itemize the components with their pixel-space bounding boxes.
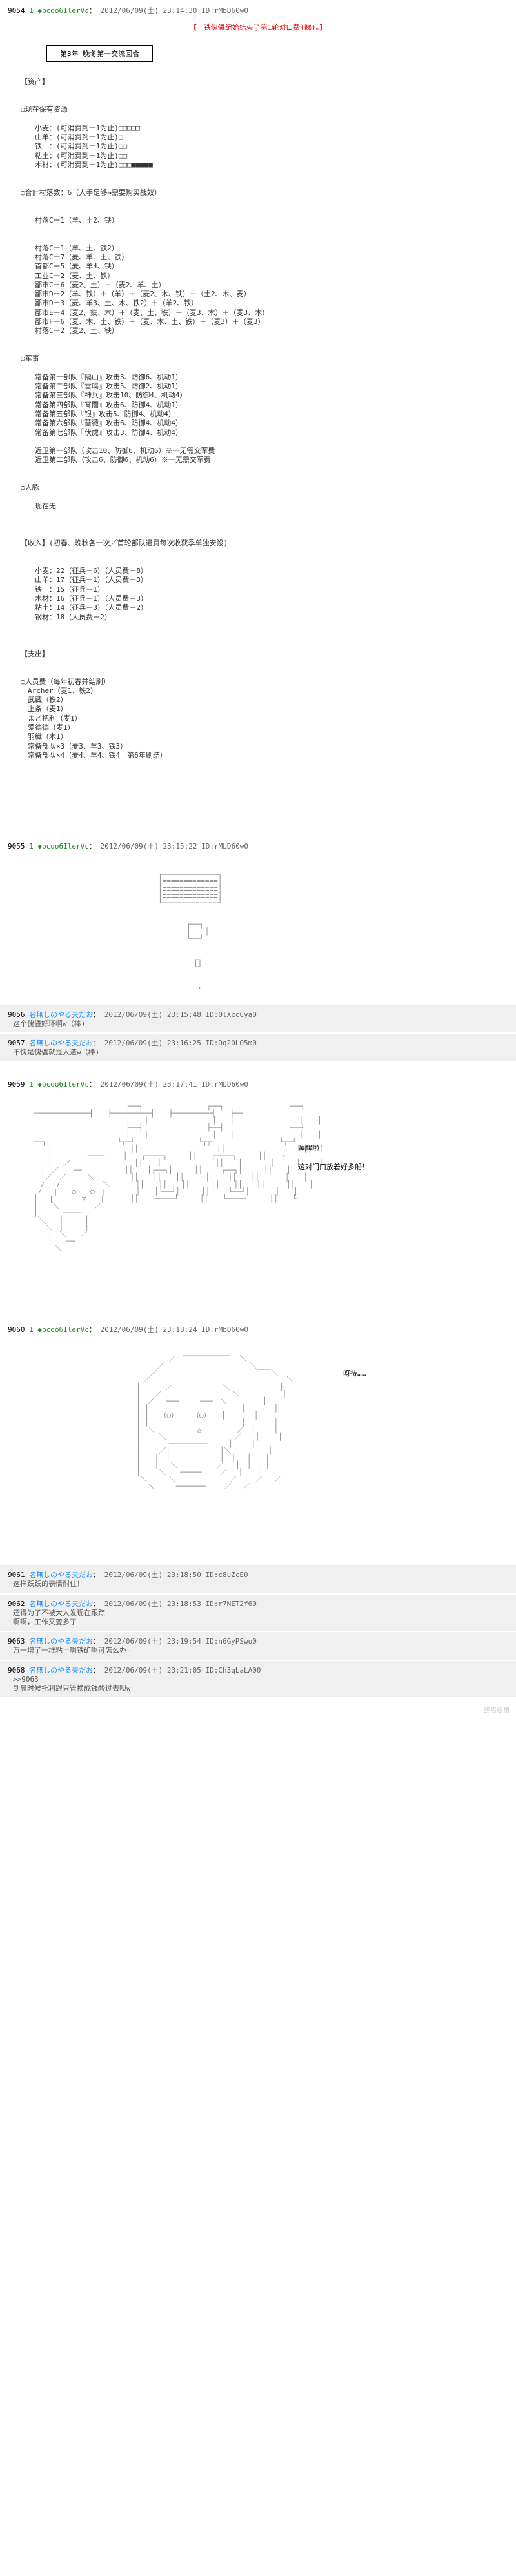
post-id: ID:c8uZcE0 — [205, 1571, 248, 1579]
post-name: 名無しのやる夫だお — [29, 1666, 93, 1675]
expense: ○人员费（每年初春并结刷） Archer（麦1、铁2） 武藏（铁2） 上条（麦1… — [21, 678, 508, 761]
resources-header: ○现在保有资源 — [21, 105, 508, 114]
post-number: 9054 — [8, 6, 25, 15]
reply-9068: 9068 名無しのやる夫だお： 2012/06/09(土) 23:21:05 I… — [0, 1661, 516, 1698]
post-9054: 9054 1 ◆pcqo6IlerVc： 2012/06/09(土) 23:14… — [0, 0, 516, 784]
post-date: 2012/06/09(土) 23:15:48 — [104, 1011, 201, 1019]
reply-text: 这个傀儡好环啊w（棒) — [13, 1020, 508, 1029]
military-header: ○军事 — [21, 354, 508, 363]
post-number: 9063 — [8, 1637, 25, 1645]
post-date: 2012/06/09(土) 23:18:24 — [100, 1325, 197, 1334]
post-date: 2012/06/09(土) 23:18:50 — [104, 1571, 201, 1579]
post-id: ID:0lXccCya0 — [205, 1011, 256, 1019]
post-9055: 9055 1 ◆pcqo6IlerVc： 2012/06/09(土) 23:15… — [0, 836, 516, 1004]
post-header: 9055 1 ◆pcqo6IlerVc： 2012/06/09(土) 23:15… — [8, 841, 508, 851]
post-number: 9068 — [8, 1666, 25, 1675]
post-number: 9061 — [8, 1571, 25, 1579]
post-date: 2012/06/09(土) 23:18:53 — [104, 1600, 201, 1608]
post-date: 2012/06/09(土) 23:21:05 — [104, 1666, 201, 1675]
villages: 村落Cー1（羊、土2、铁） — [21, 216, 508, 225]
post-number: 9055 — [8, 842, 25, 850]
post-header: 9054 1 ◆pcqo6IlerVc： 2012/06/09(土) 23:14… — [8, 5, 508, 15]
post-name: 1 ◆pcqo6IlerVc — [29, 1080, 89, 1089]
village-list: 村落Cー1（羊、土、铁2） 村落Cー7（麦、羊、土、铁） 首都Cー5（麦、羊4、… — [21, 244, 508, 336]
post-content: 【资产】 ○现在保有资源 小麦：(可消费到ー1为止)□□□□□ 山羊：(可消费到… — [21, 68, 508, 779]
post-id: ID:n6GyPSwo0 — [205, 1637, 256, 1645]
post-date: 2012/06/09(土) 23:15:22 — [100, 842, 197, 850]
post-name: 名無しのやる夫だお — [29, 1039, 93, 1047]
post-name: 名無しのやる夫だお — [29, 1600, 93, 1608]
post-name: 1 ◆pcqo6IlerVc — [29, 842, 89, 850]
post-number: 9059 — [8, 1080, 25, 1089]
section-asset: 【资产】 — [21, 77, 508, 86]
post-9060: 9060 1 ◆pcqo6IlerVc： 2012/06/09(土) 23:18… — [0, 1319, 516, 1564]
reply-9056: 9056 名無しのやる夫だお： 2012/06/09(土) 23:15:48 I… — [0, 1005, 516, 1032]
post-number: 9057 — [8, 1039, 25, 1047]
income-header: 【收入】(初春、晚秋各一次／首轮部队遣费每次收获季单独安设) — [21, 539, 508, 548]
post-number: 9060 — [8, 1325, 25, 1334]
post-id: ID:rMbD60w0 — [201, 6, 248, 15]
footer: 终焉曼想 — [0, 1698, 516, 1721]
ascii-art-boxes: ┌─────────────┐ │≡≡≡≡≡≡≡≡≡≡≡≡≡│ │≡≡≡≡≡≡≡… — [137, 864, 508, 999]
reply-text: 这样跃跃的表情耐住！ — [13, 1580, 508, 1589]
red-banner: 【 铁傀儡纪始结束了第1轮对口费(睇)。】 — [8, 22, 508, 32]
post-number: 9056 — [8, 1011, 25, 1019]
post-name: 名無しのやる夫だお — [29, 1637, 93, 1645]
dialogue-wait: 呀待…… — [343, 1368, 508, 1378]
resources: 小麦：(可消费到ー1为止)□□□□□ 山羊：(可消费到ー1为止)□ 铁 ：(可消… — [21, 124, 508, 170]
reply-9061: 9061 名無しのやる夫だお： 2012/06/09(土) 23:18:50 I… — [0, 1565, 516, 1593]
population-header: ○人脉 — [21, 483, 508, 492]
post-name: 名無しのやる夫だお — [29, 1571, 93, 1579]
post-id: ID:Dq20LO5m0 — [205, 1039, 256, 1047]
post-header: 9060 1 ◆pcqo6IlerVc： 2012/06/09(土) 23:18… — [8, 1324, 508, 1334]
post-date: 2012/06/09(土) 23:19:54 — [104, 1637, 201, 1645]
dialogue-1: 睡醒啦！ — [298, 1143, 508, 1153]
post-date: 2012/06/09(土) 23:16:25 — [104, 1039, 201, 1047]
reply-9062: 9062 名無しのやる夫だお： 2012/06/09(土) 23:18:53 I… — [0, 1595, 516, 1631]
reply-text: 不愧是傀儡就是人渣w（棒) — [13, 1048, 508, 1057]
military: 常备第一部队『隔山』攻击3、防御6、机动1） 常备第二部队『雷鸣』攻击5、防御2… — [21, 373, 508, 465]
reply-9063: 9063 名無しのやる夫だお： 2012/06/09(土) 23:19:54 I… — [0, 1632, 516, 1659]
dialogue-2: 这对门口放着好多船！ — [298, 1162, 508, 1172]
title-box: 第3年 晚冬第一交流回合 — [46, 45, 153, 62]
reply-9057: 9057 名無しのやる夫だお： 2012/06/09(土) 23:16:25 I… — [0, 1034, 516, 1061]
post-id: ID:rMbD60w0 — [201, 1080, 248, 1089]
reply-text: >>9063 到晨时候托利跟只管换成钱酸过去呗w — [13, 1675, 508, 1694]
income: 小麦：22（征兵ー6）（人员费ー8） 山羊：17（征兵ー1）（人员费ー3） 铁 … — [21, 567, 508, 622]
post-id: ID:rMbD60w0 — [201, 842, 248, 850]
post-name: 名無しのやる夫だお — [29, 1011, 93, 1019]
post-id: ID:r7NET2f60 — [205, 1600, 256, 1608]
population: 现在无 — [21, 502, 508, 511]
post-name: 1 ◆pcqo6IlerVc — [29, 1325, 89, 1334]
post-header: 9059 1 ◆pcqo6IlerVc： 2012/06/09(土) 23:17… — [8, 1079, 508, 1089]
expense-header: 【支出】 — [21, 650, 508, 659]
villages-header: ○合計村落数：6（人手足够→需要购买战奴） — [21, 188, 508, 197]
post-number: 9062 — [8, 1600, 25, 1608]
post-name: 1 ◆pcqo6IlerVc — [29, 6, 89, 15]
post-id: ID:Ch3qLaLA00 — [205, 1666, 261, 1675]
post-id: ID:rMbD60w0 — [201, 1325, 248, 1334]
post-9059: 9059 1 ◆pcqo6IlerVc： 2012/06/09(土) 23:17… — [0, 1074, 516, 1306]
reply-text: 万一增了一堆粘土啊铁矿啊可怎么办― — [13, 1646, 508, 1655]
post-date: 2012/06/09(土) 23:17:41 — [100, 1080, 197, 1089]
post-date: 2012/06/09(土) 23:14:30 — [100, 6, 197, 15]
reply-text: 还得为了不被大人发现在跟踪 啊啊，工作又变多了 — [13, 1609, 508, 1627]
